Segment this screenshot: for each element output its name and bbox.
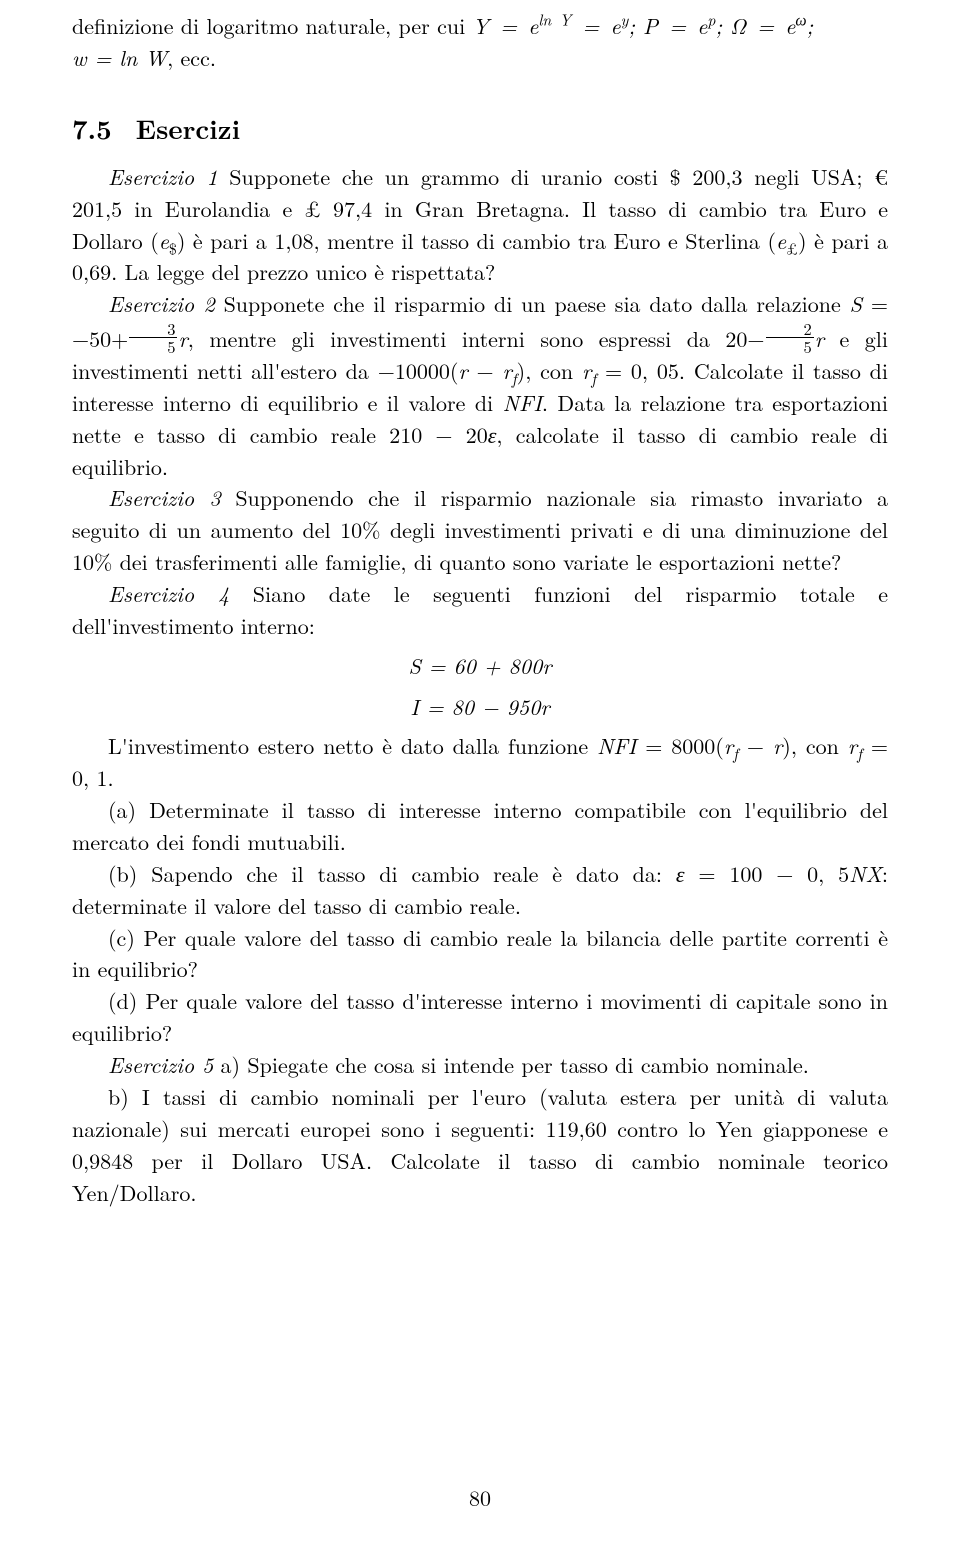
ex4-after1-text: L'investimento estero netto è dato dalla… (72, 730, 888, 793)
section-heading: 7.5 Esercizi (72, 108, 888, 147)
intro-line2: w = ln W (72, 42, 167, 73)
ex5-label: Esercizio 5 (108, 1049, 213, 1080)
section-title: Esercizi (136, 108, 241, 147)
ex4-a: (a) Determinate il tasso di interesse in… (72, 794, 888, 858)
ex4-c: (c) Per quale valore del tasso di cambio… (72, 922, 888, 986)
ex4-eq1: S = 60 + 800r (72, 648, 888, 683)
exercise-1: Esercizio 1 Supponete che un grammo di u… (72, 161, 888, 289)
ex4-eq2: I = 80 − 950r (72, 689, 888, 724)
ex4-after1: L'investimento estero netto è dato dalla… (72, 730, 888, 794)
section-number: 7.5 (72, 108, 112, 147)
ex1-label: Esercizio 1 (108, 161, 218, 192)
ex3-label: Esercizio 3 (108, 482, 221, 513)
ex5-text-a: a) Spiegate che cosa si intende per tass… (213, 1049, 809, 1080)
intro-paragraph: definizione di logaritmo naturale, per c… (72, 10, 888, 74)
ex4-label: Esercizio 4 (108, 578, 229, 609)
exercise-5b: b) I tassi di cambio nominali per l'euro… (72, 1081, 888, 1209)
ex2-label: Esercizio 2 (108, 288, 215, 319)
exercise-4: Esercizio 4 Siano date le seguenti funzi… (72, 578, 888, 642)
exercise-2: Esercizio 2 Supponete che il risparmio d… (72, 288, 888, 482)
page-number: 80 (0, 1482, 960, 1513)
ex4-b: (b) Sapendo che il tasso di cambio reale… (72, 858, 888, 922)
intro-line2-tail: , ecc. (167, 42, 216, 73)
intro-math: Y = eln Y = ey; P = ep; Ω = eω; (473, 10, 814, 41)
ex4-d: (d) Per quale valore del tasso d'interes… (72, 985, 888, 1049)
intro-text-pre: definizione di logaritmo naturale, per c… (72, 10, 473, 41)
exercise-3: Esercizio 3 Supponendo che il risparmio … (72, 482, 888, 578)
page: definizione di logaritmo naturale, per c… (0, 0, 960, 1543)
exercise-5a: Esercizio 5 a) Spiegate che cosa si inte… (72, 1049, 888, 1081)
